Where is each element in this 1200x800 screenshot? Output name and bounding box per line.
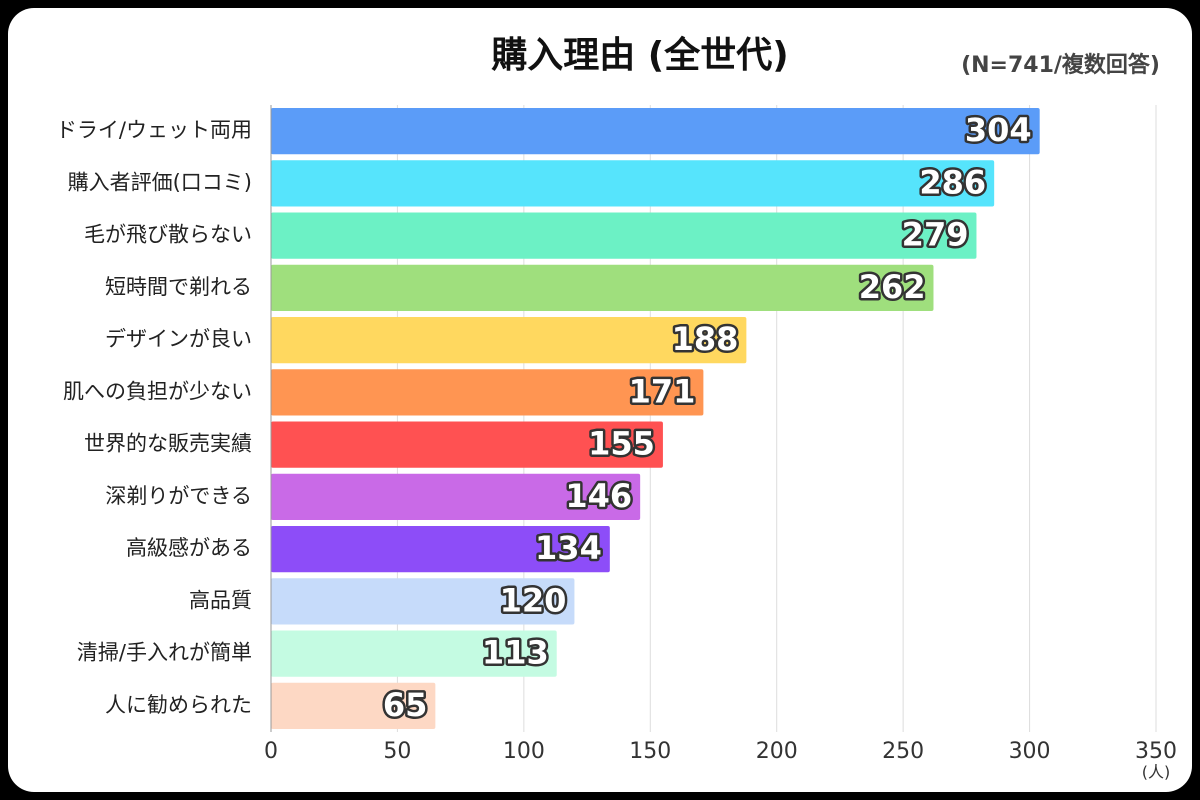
- bar: [271, 526, 610, 573]
- bar: [271, 473, 641, 520]
- x-tick-label: 0: [264, 739, 278, 764]
- bar: [271, 160, 995, 207]
- value-label: 262: [859, 268, 926, 306]
- x-tick-label: 100: [503, 739, 545, 764]
- value-label: 171: [629, 372, 696, 410]
- y-tick-label: 肌への負担が少ない: [63, 379, 252, 403]
- bar: [271, 212, 977, 259]
- bar: [271, 108, 1040, 155]
- value-label: 304: [965, 111, 1032, 149]
- value-label: 113: [482, 634, 549, 672]
- x-tick-label: 150: [629, 739, 671, 764]
- y-tick-label: 人に勧められた: [105, 693, 252, 717]
- bar: [271, 421, 663, 468]
- value-label: 279: [902, 216, 969, 254]
- y-tick-label: 世界的な販売実績: [84, 432, 252, 456]
- y-tick-label: 高品質: [189, 588, 252, 612]
- value-label: 146: [565, 477, 632, 515]
- y-tick-label: デザインが良い: [105, 327, 252, 351]
- bar: [271, 264, 934, 311]
- value-label: 155: [588, 425, 655, 463]
- value-label: 188: [672, 320, 739, 358]
- x-tick-label: 200: [756, 739, 798, 764]
- value-label: 120: [500, 581, 567, 619]
- x-axis-unit: (人): [1142, 763, 1171, 782]
- y-tick-label: 毛が飛び散らない: [84, 223, 252, 247]
- y-tick-label: 購入者評価(口コミ): [68, 170, 252, 194]
- bar: [271, 630, 557, 677]
- y-tick-label: 清掃/手入れが簡単: [77, 641, 252, 665]
- x-tick-label: 350: [1135, 739, 1177, 764]
- x-tick-label: 250: [882, 739, 924, 764]
- chart-subtitle: (N=741/複数回答): [961, 52, 1160, 78]
- bar: [271, 578, 575, 625]
- value-label: 65: [383, 686, 428, 724]
- bar: [271, 317, 747, 364]
- chart-title: 購入理由 (全世代): [491, 34, 788, 76]
- value-label: 134: [535, 529, 602, 567]
- y-tick-label: ドライ/ウェット両用: [56, 118, 252, 142]
- bar: [271, 369, 704, 416]
- x-tick-label: 50: [383, 739, 411, 764]
- x-tick-label: 300: [1009, 739, 1051, 764]
- y-tick-label: 高級感がある: [126, 536, 252, 560]
- y-tick-label: 深剃りができる: [105, 484, 252, 508]
- bar: [271, 682, 436, 729]
- y-tick-label: 短時間で剃れる: [105, 275, 252, 299]
- value-label: 286: [919, 163, 986, 201]
